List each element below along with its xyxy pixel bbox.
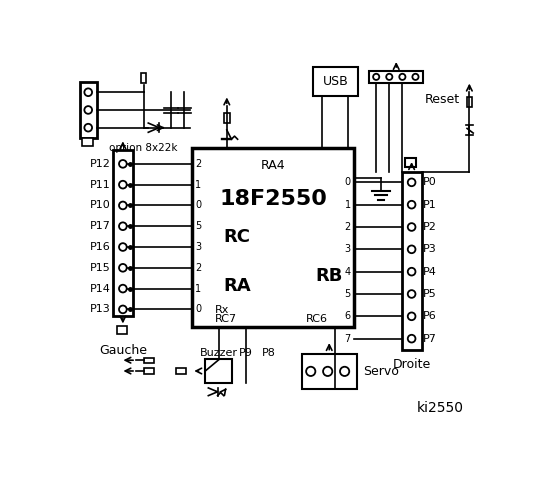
Circle shape bbox=[408, 290, 415, 298]
Text: P17: P17 bbox=[90, 221, 111, 231]
Circle shape bbox=[119, 285, 127, 292]
Circle shape bbox=[306, 367, 315, 376]
Circle shape bbox=[386, 74, 393, 80]
Text: 3: 3 bbox=[195, 242, 201, 252]
Text: Rx: Rx bbox=[215, 305, 229, 315]
Text: P14: P14 bbox=[90, 284, 111, 294]
Text: P12: P12 bbox=[90, 159, 111, 169]
Bar bbox=[405, 158, 416, 167]
Bar bbox=[117, 326, 128, 334]
Text: P6: P6 bbox=[422, 312, 436, 321]
Bar bbox=[301, 354, 357, 389]
Bar bbox=[176, 368, 186, 374]
Text: Droite: Droite bbox=[393, 358, 431, 371]
Text: RC: RC bbox=[223, 228, 250, 246]
Circle shape bbox=[373, 74, 379, 80]
Bar bbox=[401, 171, 421, 350]
Text: RC7: RC7 bbox=[215, 314, 237, 324]
Text: P8: P8 bbox=[262, 348, 276, 358]
Text: P15: P15 bbox=[90, 263, 111, 273]
Circle shape bbox=[408, 223, 415, 231]
Bar bbox=[313, 67, 358, 96]
Text: P16: P16 bbox=[90, 242, 111, 252]
Text: 18F2550: 18F2550 bbox=[219, 189, 327, 208]
Circle shape bbox=[119, 181, 127, 189]
Text: P9: P9 bbox=[239, 348, 253, 358]
Bar bbox=[205, 360, 232, 383]
Text: 1: 1 bbox=[345, 200, 351, 210]
Text: 0: 0 bbox=[195, 201, 201, 210]
Circle shape bbox=[408, 312, 415, 320]
Text: P7: P7 bbox=[422, 334, 436, 344]
Bar bbox=[467, 97, 472, 107]
Text: P3: P3 bbox=[422, 244, 436, 254]
Bar bbox=[144, 368, 154, 374]
Circle shape bbox=[85, 106, 92, 114]
Circle shape bbox=[408, 245, 415, 253]
Circle shape bbox=[408, 179, 415, 186]
Circle shape bbox=[408, 268, 415, 276]
Text: 2: 2 bbox=[195, 159, 201, 169]
Text: RB: RB bbox=[315, 266, 343, 285]
Bar bbox=[113, 150, 133, 315]
Bar bbox=[224, 113, 229, 123]
Text: 1: 1 bbox=[195, 284, 201, 294]
Text: 0: 0 bbox=[195, 304, 201, 314]
Circle shape bbox=[119, 306, 127, 313]
Text: RA4: RA4 bbox=[260, 159, 285, 172]
Circle shape bbox=[413, 74, 419, 80]
Text: Buzzer: Buzzer bbox=[200, 348, 238, 358]
Circle shape bbox=[399, 74, 405, 80]
Text: 2: 2 bbox=[345, 222, 351, 232]
Text: ki2550: ki2550 bbox=[416, 401, 463, 415]
Circle shape bbox=[408, 201, 415, 208]
Text: Servo: Servo bbox=[363, 365, 399, 378]
Text: 5: 5 bbox=[195, 221, 201, 231]
Circle shape bbox=[119, 243, 127, 251]
Text: Reset: Reset bbox=[425, 94, 460, 107]
Text: Gauche: Gauche bbox=[99, 344, 147, 357]
Circle shape bbox=[119, 160, 127, 168]
Bar bbox=[144, 358, 154, 363]
Circle shape bbox=[85, 124, 92, 132]
Text: 7: 7 bbox=[345, 334, 351, 344]
Text: P13: P13 bbox=[90, 304, 111, 314]
Circle shape bbox=[323, 367, 332, 376]
Text: P5: P5 bbox=[422, 289, 436, 299]
Bar bbox=[369, 72, 423, 83]
Bar bbox=[82, 138, 93, 146]
Text: RC6: RC6 bbox=[306, 314, 328, 324]
Bar bbox=[141, 73, 147, 84]
Text: 3: 3 bbox=[345, 244, 351, 254]
Text: 5: 5 bbox=[345, 289, 351, 299]
Circle shape bbox=[408, 335, 415, 343]
Text: option 8x22k: option 8x22k bbox=[109, 144, 178, 154]
Circle shape bbox=[85, 88, 92, 96]
Bar bbox=[80, 82, 97, 138]
Text: 4: 4 bbox=[345, 267, 351, 276]
Text: USB: USB bbox=[322, 75, 348, 88]
Circle shape bbox=[340, 367, 349, 376]
Text: P10: P10 bbox=[90, 201, 111, 210]
Text: RA: RA bbox=[223, 276, 251, 295]
Text: 1: 1 bbox=[195, 180, 201, 190]
Text: 6: 6 bbox=[345, 312, 351, 321]
Text: P11: P11 bbox=[90, 180, 111, 190]
Circle shape bbox=[119, 264, 127, 272]
Text: P1: P1 bbox=[422, 200, 436, 210]
Circle shape bbox=[119, 202, 127, 209]
Text: P0: P0 bbox=[422, 177, 436, 187]
Text: 0: 0 bbox=[345, 177, 351, 187]
Circle shape bbox=[119, 222, 127, 230]
Text: 2: 2 bbox=[195, 263, 201, 273]
Bar bbox=[192, 148, 354, 327]
Text: P2: P2 bbox=[422, 222, 436, 232]
Text: P4: P4 bbox=[422, 267, 436, 276]
